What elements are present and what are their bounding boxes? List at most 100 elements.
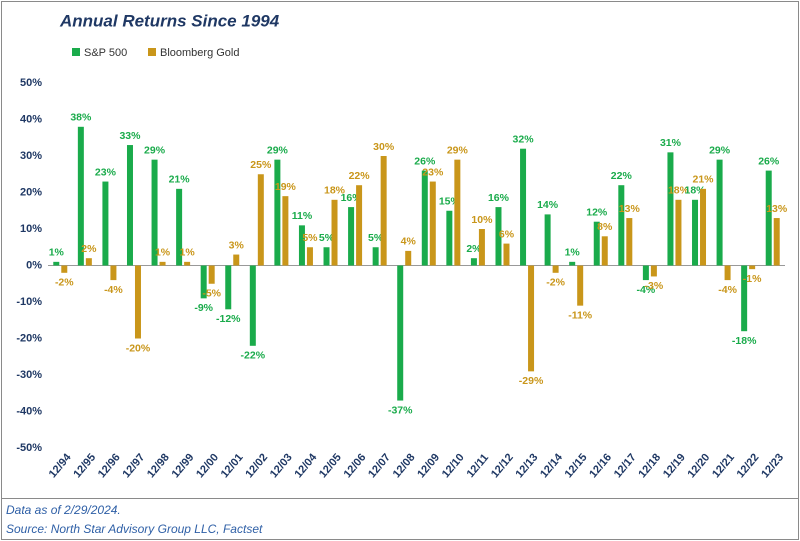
data-label: 12% (586, 206, 608, 218)
y-tick-label: 50% (20, 77, 42, 89)
data-label: -4% (104, 284, 123, 296)
bar (626, 218, 633, 266)
x-tick-label: 12/17 (612, 452, 639, 481)
bar (773, 218, 780, 266)
bar (397, 265, 404, 401)
bar (618, 185, 625, 266)
x-tick-label: 12/13 (514, 452, 541, 481)
bar (200, 265, 207, 299)
bar (552, 265, 559, 273)
data-label: 23% (95, 166, 117, 178)
bar (692, 199, 699, 266)
bar (765, 170, 772, 266)
bar (151, 159, 158, 266)
bar (593, 221, 600, 266)
data-label: 6% (499, 228, 515, 240)
bar (159, 261, 166, 266)
y-tick-label: -30% (16, 369, 42, 381)
data-label: -2% (546, 277, 565, 289)
y-tick-label: 10% (20, 223, 42, 235)
x-tick-label: 12/04 (292, 451, 319, 480)
data-label: 29% (144, 144, 166, 156)
bar (503, 243, 510, 266)
data-label: 18% (668, 185, 690, 197)
x-tick-label: 12/94 (47, 451, 74, 480)
bar (601, 236, 608, 266)
bar (85, 258, 92, 266)
bar (331, 199, 338, 266)
bar (77, 126, 84, 266)
bar (724, 265, 731, 281)
x-tick-label: 12/02 (243, 452, 270, 481)
data-label: 21% (693, 174, 715, 186)
data-label: 26% (414, 155, 436, 167)
x-tick-label: 12/96 (96, 452, 123, 481)
bar (306, 247, 313, 266)
bar (454, 159, 461, 266)
x-tick-label: 12/12 (489, 452, 516, 481)
x-tick-label: 12/22 (735, 452, 762, 481)
data-label: 8% (597, 221, 613, 233)
data-label: 25% (250, 159, 272, 171)
legend-label: Bloomberg Gold (160, 47, 240, 59)
x-tick-label: 12/08 (391, 452, 418, 481)
data-label: -22% (241, 350, 266, 362)
bar (421, 170, 428, 266)
x-tick-label: 12/97 (120, 452, 147, 481)
data-label: -1% (743, 273, 762, 285)
x-tick-label: 12/18 (636, 452, 663, 481)
bar (478, 229, 485, 266)
data-label: 29% (447, 144, 469, 156)
data-label: 22% (349, 170, 371, 182)
data-label: 1% (565, 247, 581, 259)
bar (650, 265, 657, 277)
data-label: 14% (537, 199, 559, 211)
data-label: -11% (568, 309, 593, 321)
bar (667, 152, 674, 266)
data-label: 23% (422, 166, 444, 178)
bar (528, 265, 535, 372)
data-label: 2% (81, 243, 97, 255)
x-tick-label: 12/21 (710, 452, 737, 481)
bar (544, 214, 551, 266)
x-tick-label: 12/95 (71, 452, 98, 481)
bar (372, 247, 379, 266)
x-tick-label: 12/11 (465, 452, 491, 480)
footer-source: Source: North Star Advisory Group LLC, F… (6, 522, 263, 536)
x-tick-label: 12/03 (268, 452, 295, 481)
bar (749, 265, 756, 270)
data-label: 16% (488, 192, 510, 204)
y-tick-label: 20% (20, 186, 42, 198)
x-tick-label: 12/15 (563, 452, 590, 481)
data-label: -4% (637, 284, 656, 296)
bar (356, 185, 363, 266)
y-tick-label: 40% (20, 113, 42, 125)
x-tick-label: 12/05 (317, 452, 344, 481)
data-label: 18% (324, 185, 346, 197)
data-label: 22% (611, 170, 633, 182)
data-label: 38% (70, 112, 92, 124)
data-label: -29% (519, 375, 544, 387)
bar (61, 265, 68, 273)
bar (642, 265, 649, 281)
bar (429, 181, 436, 266)
data-label: 11% (292, 210, 313, 222)
data-label: 13% (619, 203, 641, 215)
data-label: 1% (49, 247, 65, 259)
data-label: -12% (216, 313, 241, 325)
bar (348, 207, 355, 266)
legend-label: S&P 500 (84, 47, 127, 59)
data-label: 1% (155, 247, 171, 259)
x-tick-label: 12/00 (194, 452, 221, 481)
bar (675, 199, 682, 266)
x-tick-label: 12/06 (342, 452, 369, 481)
bar (323, 247, 330, 266)
bar (257, 174, 264, 266)
data-label: -2% (55, 277, 74, 289)
data-label: 2% (466, 243, 482, 255)
data-label: -18% (732, 335, 757, 347)
data-label: -3% (645, 280, 664, 292)
data-label: 29% (709, 144, 731, 156)
bar (741, 265, 748, 332)
